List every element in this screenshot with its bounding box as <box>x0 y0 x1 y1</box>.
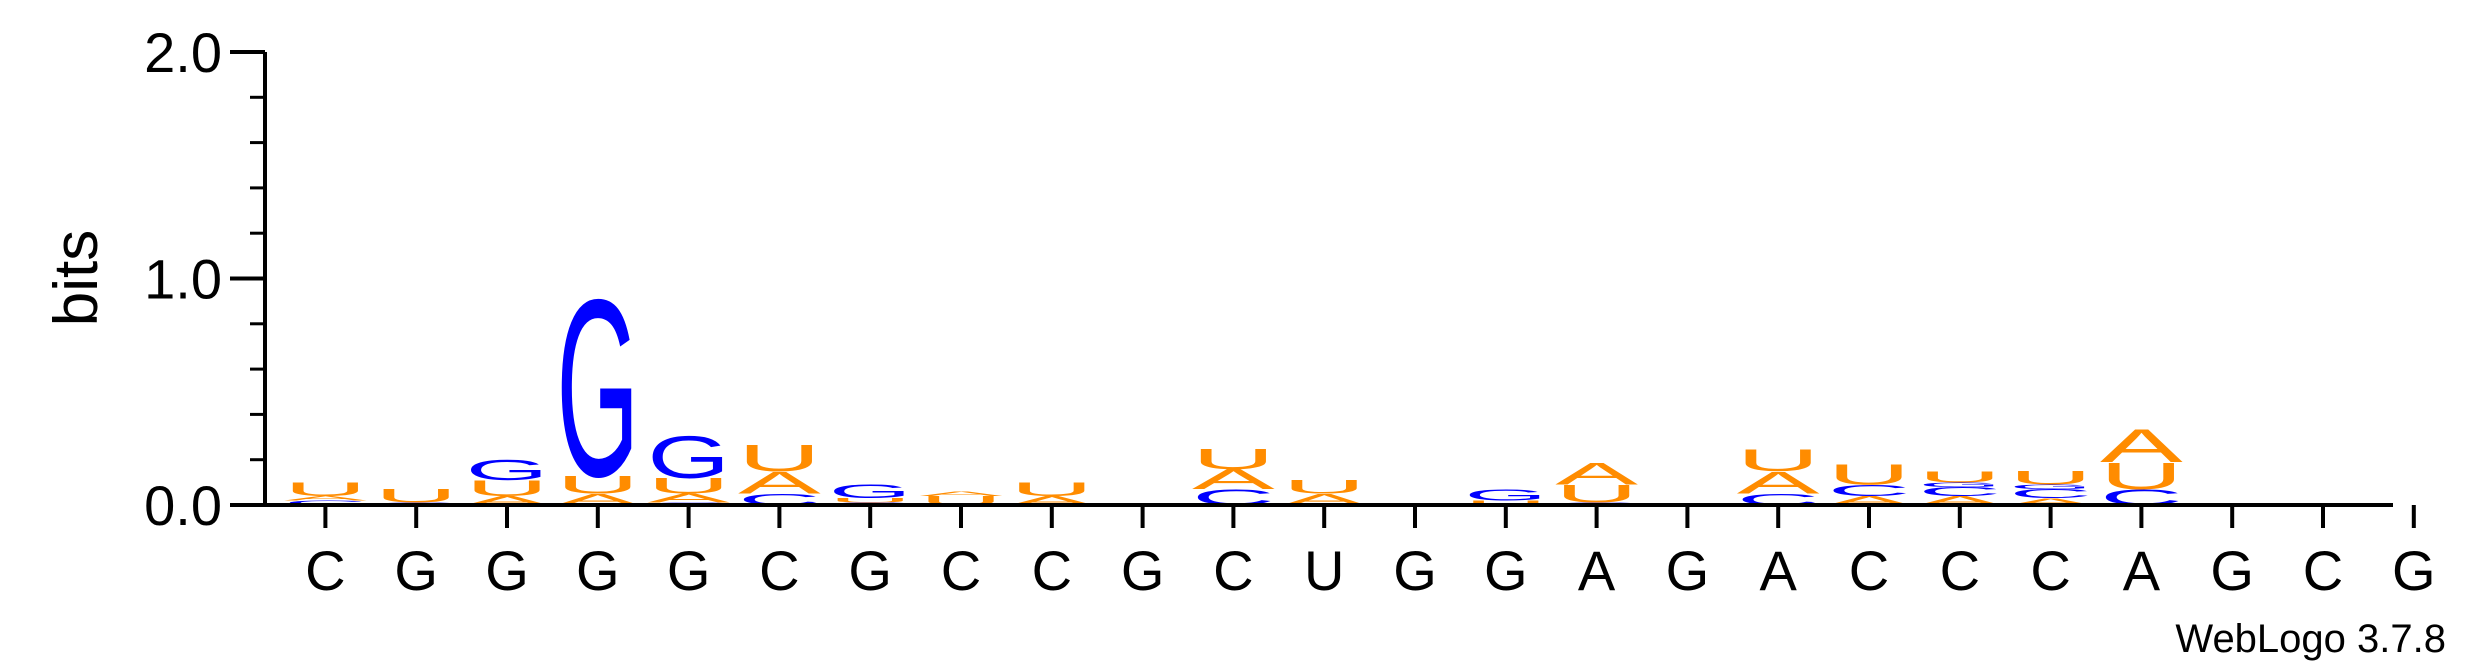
logo-glyph-A: A <box>2009 496 2092 507</box>
logo-glyph-U: U <box>738 437 821 479</box>
x-tick-label: G <box>1121 539 1165 602</box>
logo-glyph-G: G <box>1464 486 1547 504</box>
logo-glyph-C: C <box>284 499 367 506</box>
logo-glyph-A: A <box>647 491 730 505</box>
logo-glyph-G: G <box>829 481 912 502</box>
x-tick-label: G <box>1393 539 1437 602</box>
x-tick-label: G <box>2210 539 2254 602</box>
logo-glyph-G: G <box>556 247 639 530</box>
x-tick-label: G <box>2392 539 2436 602</box>
logo-glyph-U: U <box>2100 455 2183 497</box>
x-tick-label: G <box>485 539 529 602</box>
logo-glyph-U: U <box>466 476 549 501</box>
x-tick-label: C <box>941 539 981 602</box>
y-tick-label: 2.0 <box>144 21 222 84</box>
x-tick-label: A <box>2123 539 2161 602</box>
logo-glyph-U: U <box>1283 477 1366 498</box>
x-tick-label: C <box>1213 539 1253 602</box>
x-tick-label: G <box>1666 539 1710 602</box>
logo-glyph-U: U <box>647 474 730 499</box>
logo-glyph-A: A <box>1555 456 1639 491</box>
x-tick-label: C <box>759 539 799 602</box>
logo-glyph-C: C <box>2009 487 2092 501</box>
logo-glyph-A: A <box>284 495 367 502</box>
x-tick-label: G <box>667 539 711 602</box>
y-tick-label: 1.0 <box>144 248 222 311</box>
logo-glyph-U: U <box>556 471 639 499</box>
logo-glyph-layer: CAUCUAUGAUGCAUGCAUCUGUAAUCAUAUUGCUACAUAC… <box>284 247 2183 530</box>
logo-glyph-C: C <box>1828 482 1911 500</box>
y-axis-title: bits <box>42 230 111 326</box>
weblogo-credit: WebLogo 3.7.8 <box>2175 617 2446 661</box>
logo-glyph-G: G <box>647 424 730 491</box>
logo-glyph-G: G <box>2009 483 2092 490</box>
logo-glyph-C: C <box>1918 485 2001 499</box>
logo-glyph-U: U <box>375 486 458 507</box>
logo-glyph-G: G <box>466 454 549 486</box>
x-tick-label: C <box>2303 539 2343 602</box>
logo-glyph-U: U <box>1192 443 1275 475</box>
logo-glyph-A: A <box>738 465 822 500</box>
x-tick-label: A <box>1578 539 1616 602</box>
logo-glyph-U: U <box>1010 479 1093 500</box>
logo-glyph-A: A <box>920 490 1003 497</box>
x-tick-label: C <box>2030 539 2070 602</box>
y-tick-label: 0.0 <box>144 474 222 537</box>
logo-glyph-U: U <box>1464 499 1547 506</box>
x-tick-label: C <box>1849 539 1889 602</box>
logo-glyph-U: U <box>284 479 367 500</box>
x-tick-label: C <box>1940 539 1980 602</box>
logo-glyph-A: A <box>2100 419 2183 472</box>
x-tick-label: G <box>576 539 620 602</box>
x-tick-label: C <box>1032 539 1072 602</box>
x-tick-label: C <box>305 539 345 602</box>
logo-glyph-U: U <box>2009 468 2092 489</box>
y-tick-layer: 0.0 1.0 2.0 <box>144 21 265 537</box>
x-tick-label: G <box>394 539 438 602</box>
logo-glyph-A: A <box>1737 465 1821 500</box>
logo-glyph-U: U <box>1918 468 2001 486</box>
x-tick-label: U <box>1304 539 1344 602</box>
logo-glyph-A: A <box>1192 464 1275 496</box>
logo-glyph-U: U <box>1737 442 1820 477</box>
x-tick-label: G <box>1484 539 1528 602</box>
logo-glyph-G: G <box>1918 481 2001 488</box>
logo-glyph-U: U <box>829 497 912 504</box>
logo-glyph-U: U <box>1828 459 1911 491</box>
x-tick-label: G <box>848 539 892 602</box>
x-tick-label: A <box>1760 539 1798 602</box>
